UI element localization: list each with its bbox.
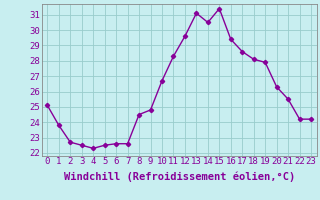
X-axis label: Windchill (Refroidissement éolien,°C): Windchill (Refroidissement éolien,°C) [64, 172, 295, 182]
